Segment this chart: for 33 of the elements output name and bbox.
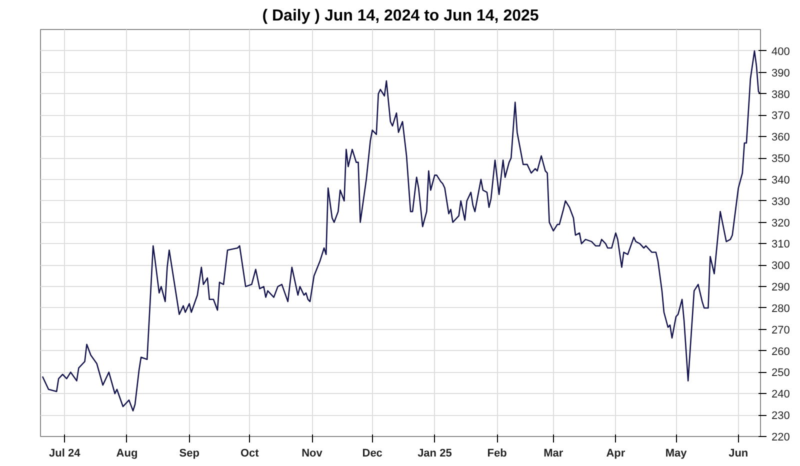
x-tick-label: Apr <box>606 448 626 460</box>
y-tick-label: 350 <box>772 153 790 166</box>
y-tick-label: 230 <box>772 410 790 422</box>
x-tick-label: Aug <box>116 448 138 460</box>
y-tick-label: 380 <box>772 88 790 101</box>
y-tick-label: 310 <box>772 238 790 251</box>
y-tick-label: 260 <box>772 346 790 358</box>
x-tick-label: Nov <box>302 448 324 460</box>
y-tick-label: 220 <box>772 432 790 444</box>
x-tick-label: Mar <box>544 448 564 460</box>
chart-title: ( Daily ) Jun 14, 2024 to Jun 14, 2025 <box>262 8 539 24</box>
y-tick-label: 360 <box>772 132 790 144</box>
y-tick-label: 390 <box>772 67 790 80</box>
x-tick-label: Dec <box>362 448 382 460</box>
y-tick-label: 320 <box>772 217 790 230</box>
x-tick-label: Jul 24 <box>49 448 82 460</box>
x-tick-label: May <box>665 448 688 460</box>
line-series <box>42 50 760 412</box>
x-tick-label: Sep <box>179 448 200 460</box>
y-tick-label: 270 <box>772 324 790 336</box>
y-tick-label: 300 <box>772 260 790 272</box>
y-tick-label: 330 <box>772 196 790 208</box>
y-tick-label: 400 <box>772 46 790 58</box>
x-tick-label: Jan 25 <box>418 448 452 460</box>
x-tick-label: Jun <box>728 448 748 460</box>
y-tick-label: 280 <box>772 302 790 315</box>
y-tick-label: 240 <box>772 388 790 401</box>
y-tick-label: 370 <box>772 110 790 122</box>
y-tick-label: 250 <box>772 367 790 380</box>
y-tick-label: 290 <box>772 282 790 294</box>
y-tick-label: 340 <box>772 174 790 186</box>
x-tick-label: Oct <box>240 448 260 460</box>
x-tick-label: Feb <box>487 448 508 460</box>
